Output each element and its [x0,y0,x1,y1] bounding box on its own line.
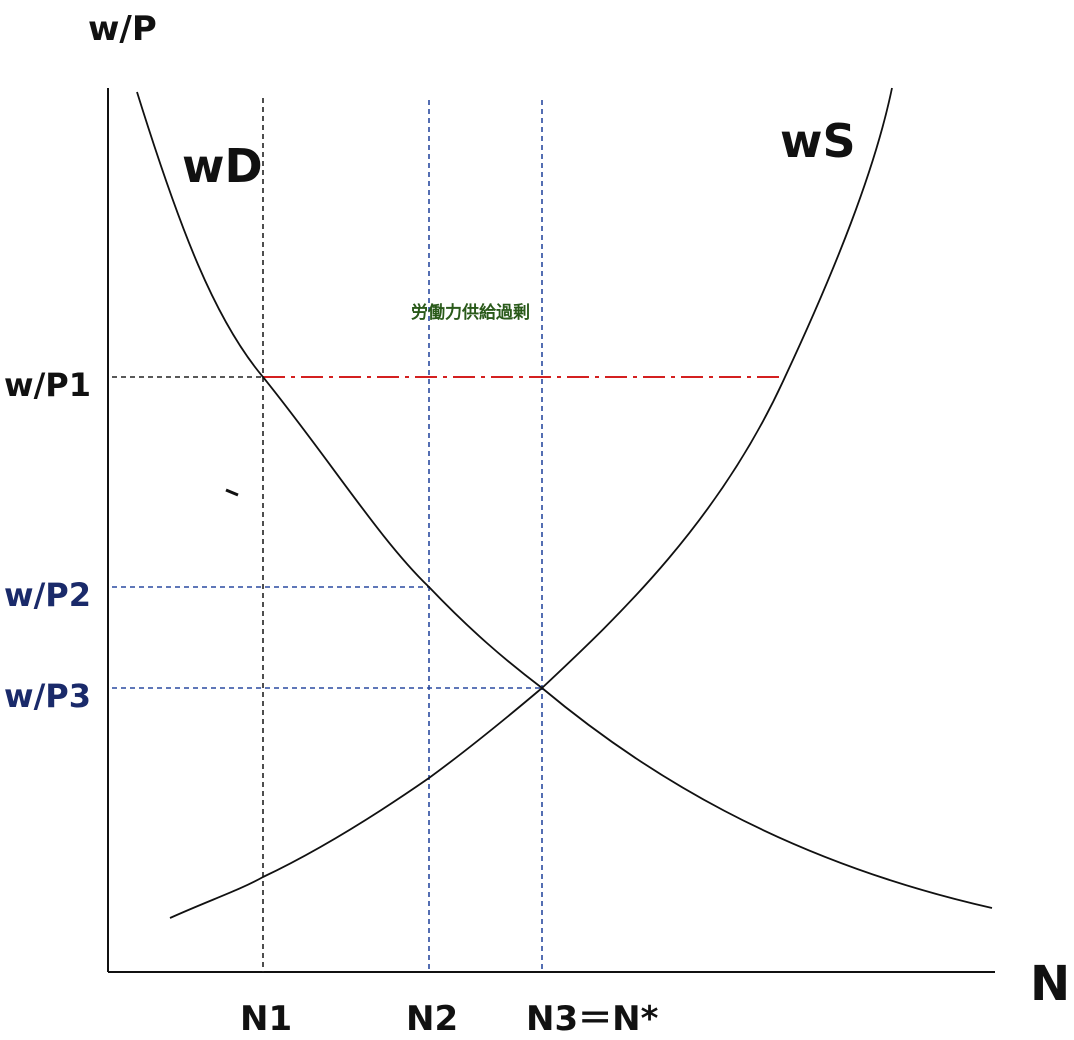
employment-level-label: N2 [406,999,458,1039]
employment-level-label: N1 [240,999,292,1039]
supply-curve-label: wS [780,114,856,168]
supply-curve [169,87,893,919]
x-axis-label: N [1030,956,1070,1012]
stray-mark [225,488,239,497]
demand-curve-label: wD [182,139,263,193]
excess-supply-note: 労働力供給過剰 [411,302,530,323]
wage-level-label: w/P1 [4,366,91,404]
y-axis-label: w/P [88,9,157,49]
employment-level-label: N3＝N* [526,999,659,1039]
demand-curve [136,91,993,909]
wage-level-label: w/P2 [4,576,91,614]
wage-level-label: w/P3 [4,677,91,715]
